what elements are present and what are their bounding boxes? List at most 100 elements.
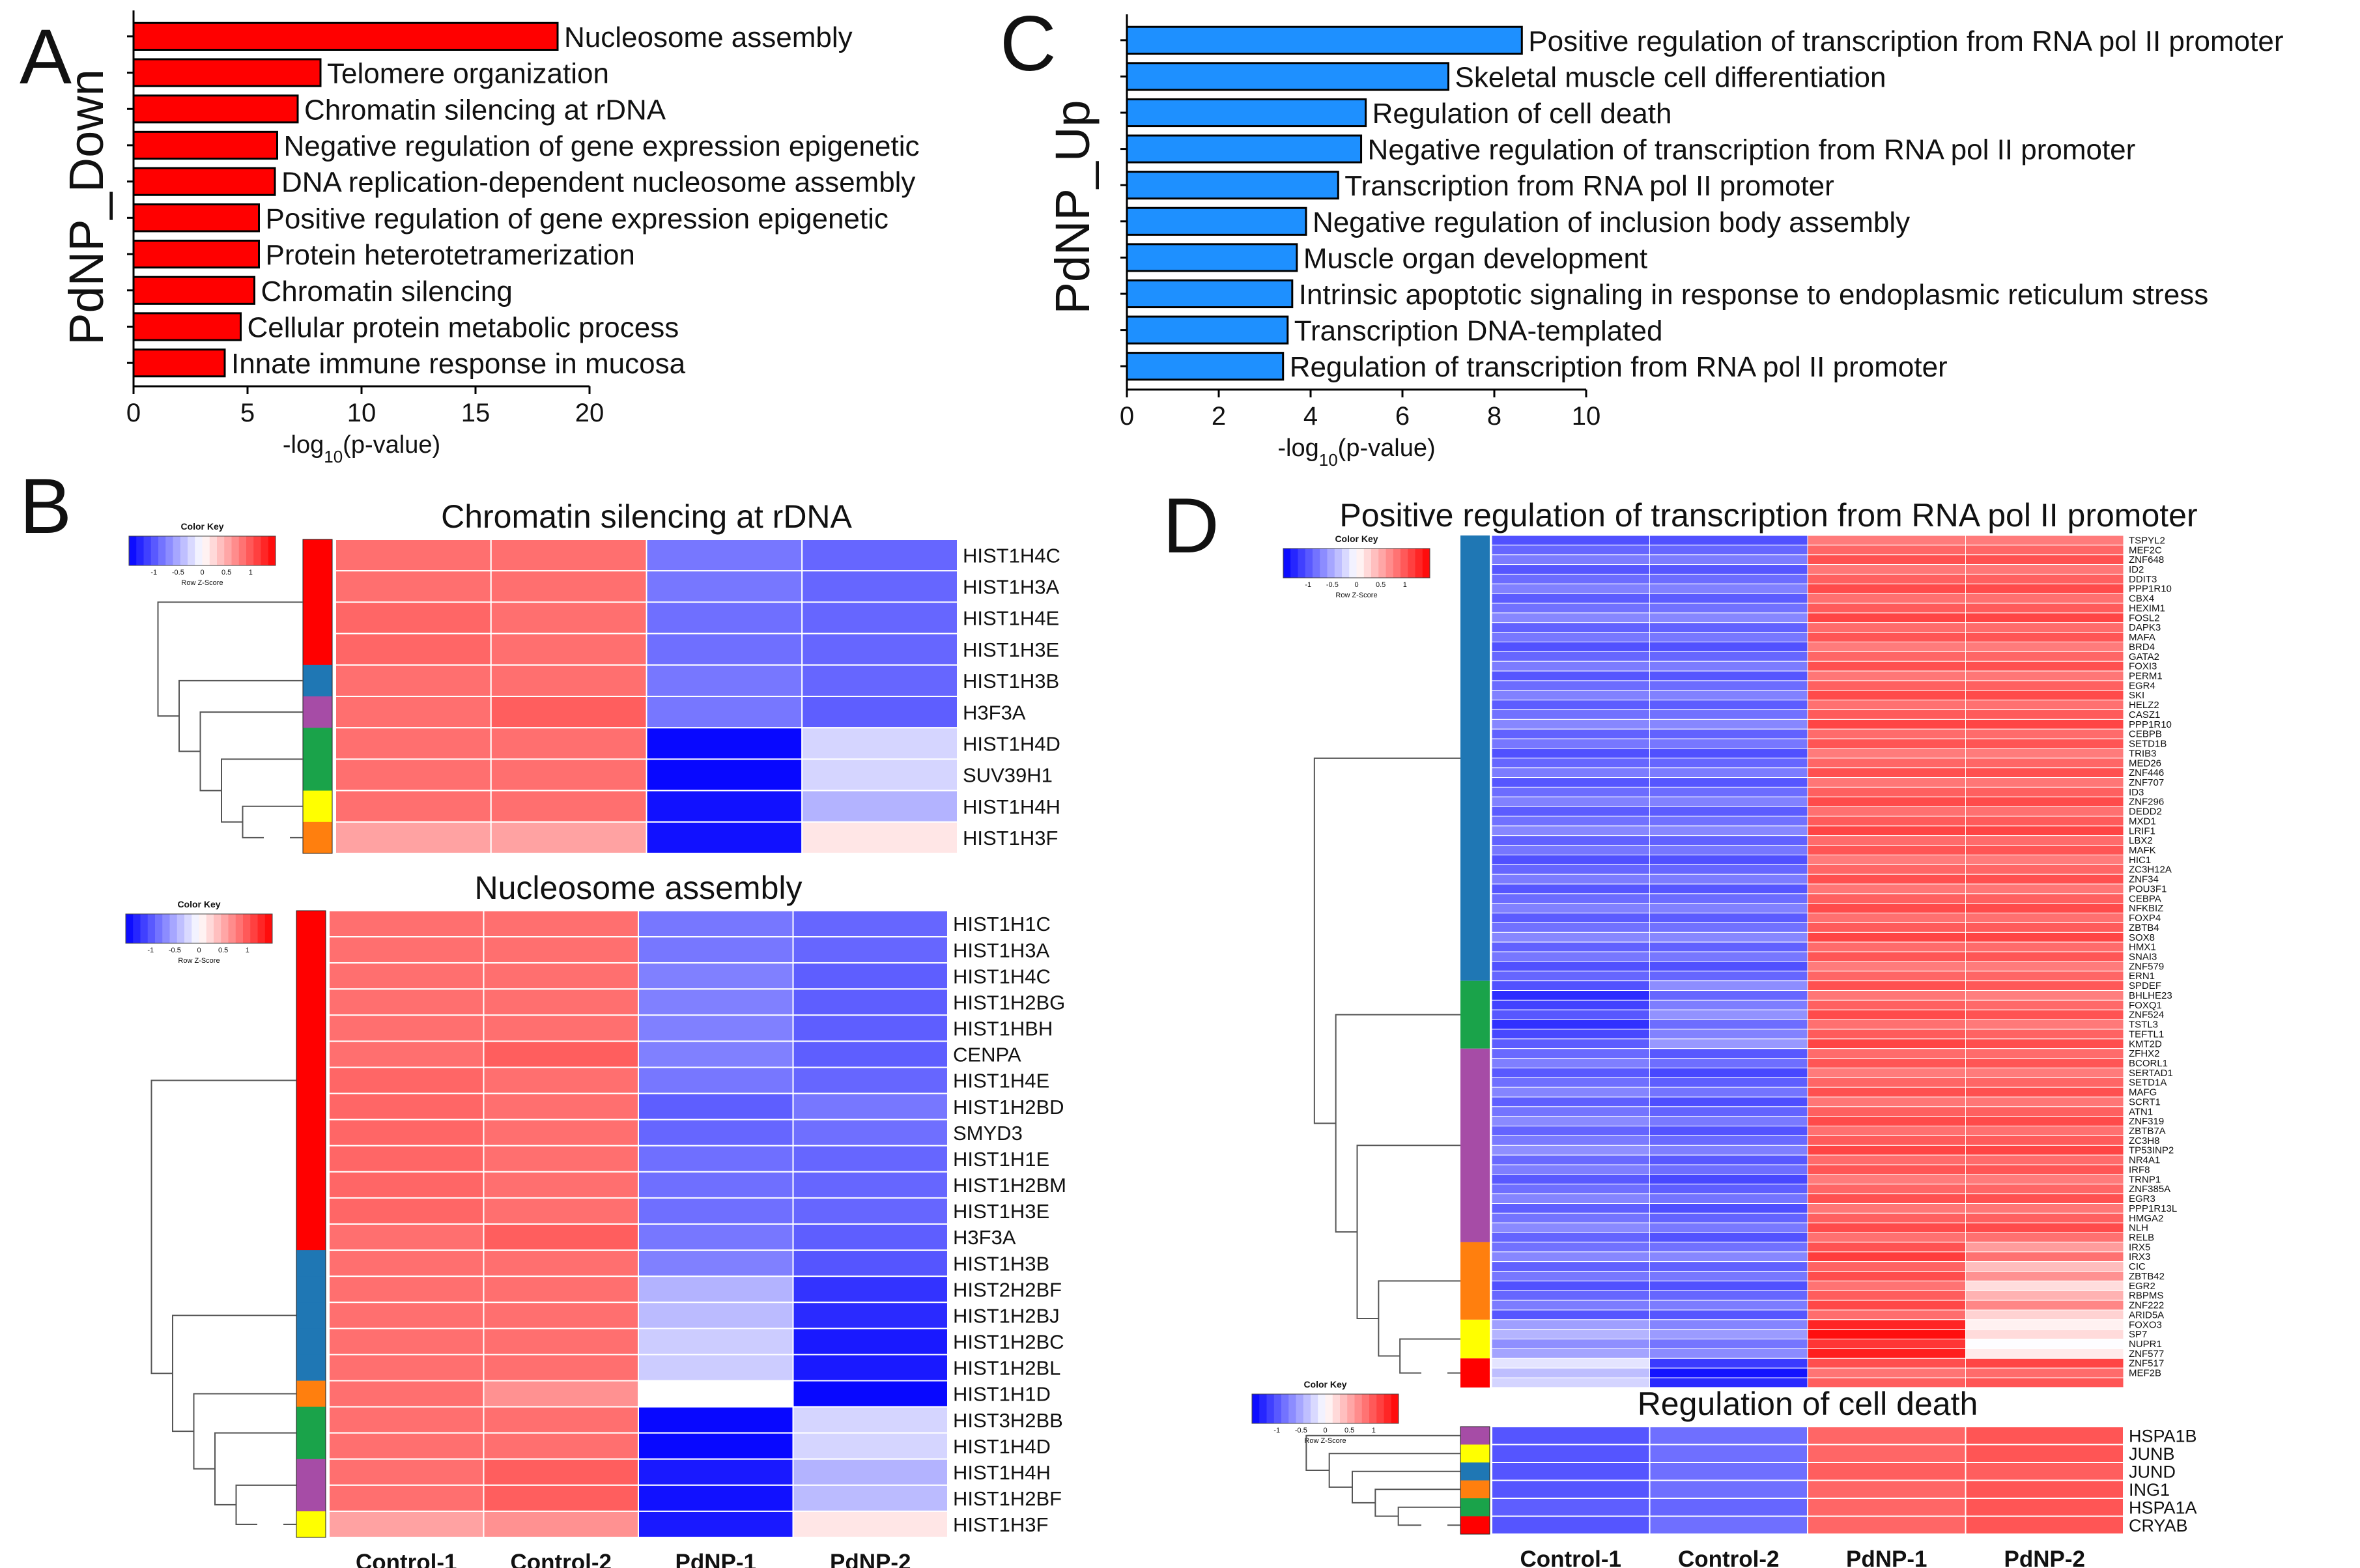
heatmap-cell [1491, 709, 1650, 720]
heatmap-cell [1807, 1203, 1966, 1214]
heatmap-cell [483, 1171, 639, 1199]
heatmap-cell [1491, 1126, 1650, 1136]
heatmap-cell [792, 1197, 948, 1225]
row-label-lbx2: LBX2 [2129, 835, 2153, 846]
heatmap-cell [1649, 1319, 1808, 1330]
row-label-trib3: TRIB3 [2129, 748, 2157, 759]
color-key-swatch [126, 914, 134, 943]
heatmap-cell [483, 1328, 639, 1356]
color-key-swatch [1305, 549, 1313, 578]
row-label-setd1a: SETD1A [2129, 1077, 2167, 1089]
heatmap-cell [1649, 913, 1808, 923]
heatmap-cell [1649, 1048, 1808, 1059]
heatmap-cell [1491, 632, 1650, 642]
row-label-hist1h2bg: HIST1H2BG [953, 991, 1065, 1014]
heatmap-cell [1491, 922, 1650, 933]
heatmap-cell [1807, 651, 1966, 662]
heatmap-cell [328, 910, 485, 938]
heatmap-cell [1491, 680, 1650, 691]
heatmap-cell [1965, 1116, 2124, 1127]
heatmap-cell [1649, 680, 1808, 691]
heatmap-cell [1649, 700, 1808, 711]
color-key-swatch [1415, 549, 1423, 578]
heatmap-cell [483, 1432, 639, 1460]
color-key-tick: 0 [1323, 1427, 1327, 1434]
color-key: Color Key -1 -0.5 0 0.5 1 Row Z-Score [125, 899, 273, 965]
cluster-bar-orange [296, 1380, 326, 1408]
heatmap-cell [1491, 913, 1650, 923]
heatmap-cell [646, 633, 803, 666]
heatmap-cell [1491, 1426, 1651, 1446]
row-label-hist1h1d: HIST1H1D [953, 1383, 1051, 1406]
row-label-hist1h4e: HIST1H4E [963, 607, 1059, 630]
row-label-hist1h4c: HIST1H4C [963, 544, 1060, 567]
heatmap-cell [335, 601, 492, 634]
color-key-label: Row Z-Score [181, 579, 223, 587]
cluster-bar-red [296, 1041, 326, 1068]
cluster-bar-orange [1460, 1242, 1490, 1320]
color-key-swatch [155, 914, 163, 943]
dendrogram [1305, 1434, 1460, 1526]
heatmap-cell [490, 758, 647, 791]
bar-dna-replication-dependent-nucleosome-assembly [132, 167, 276, 196]
heatmap-cell [1491, 573, 1650, 584]
column-label-control-1: Control-1 [1520, 1547, 1621, 1568]
heatmap-cell [1649, 719, 1808, 730]
heatmap-cell [1649, 971, 1808, 982]
row-label-ing1: ING1 [2129, 1480, 2170, 1500]
row-label-relb: RELB [2129, 1233, 2154, 1244]
color-key-swatch [1327, 549, 1335, 578]
heatmap-cell [1965, 1348, 2124, 1359]
color-key-tick: -0.5 [1326, 581, 1339, 589]
heatmap-cell [792, 1014, 948, 1042]
color-key-title: Color Key [177, 899, 220, 909]
heatmap-title: Nucleosome assembly [475, 870, 803, 906]
heatmap-cell [1649, 709, 1808, 720]
heatmap-cell [1491, 1309, 1650, 1320]
heatmap-cell [792, 1040, 948, 1068]
heatmap-cell [1491, 796, 1650, 807]
color-key-swatch [1354, 1394, 1363, 1423]
row-label-irx3: IRX3 [2129, 1251, 2150, 1262]
heatmap-cell [1491, 883, 1650, 894]
heatmap-cell [1649, 835, 1808, 846]
cluster-bar-blue [303, 664, 332, 697]
row-label-nupr1: NUPR1 [2129, 1339, 2162, 1350]
heatmap-cell [1807, 883, 1966, 894]
bar-label-transcription-from-rna-pol-ii-promoter: Transcription from RNA pol II promoter [1344, 170, 1834, 202]
heatmap-cell [1965, 767, 2124, 778]
bar-label-chromatin-silencing: Chromatin silencing [261, 276, 513, 307]
heatmap-cell [1807, 680, 1966, 691]
row-label-smyd3: SMYD3 [953, 1122, 1023, 1145]
heatmap-cell [792, 1510, 948, 1539]
cluster-bar-blue [296, 1250, 326, 1277]
heatmap-cell [1649, 728, 1808, 739]
heatmap-cell [483, 962, 639, 990]
color-key-swatch [243, 914, 251, 943]
heatmap-cell [1807, 593, 1966, 604]
heatmap-cell [1491, 603, 1650, 614]
row-label-cenpa: CENPA [953, 1044, 1021, 1066]
row-label-egr3: EGR3 [2129, 1193, 2155, 1205]
heatmap-cell [1807, 893, 1966, 904]
heatmap-cell [1649, 1174, 1808, 1185]
color-key-tick: 0.5 [1376, 581, 1386, 589]
color-key-swatch [264, 914, 273, 943]
row-label-foxq1: FOXQ1 [2129, 1000, 2162, 1011]
row-label-perm1: PERM1 [2129, 671, 2163, 682]
heatmap-cell [1807, 632, 1966, 642]
x-tick-label: 10 [1572, 402, 1601, 431]
heatmap-cell [1965, 1126, 2124, 1136]
heatmap-cell [1807, 583, 1966, 594]
heatmap-cell [328, 1171, 485, 1199]
color-key-title: Color Key [1335, 534, 1378, 544]
row-label-hist1h4h: HIST1H4H [953, 1461, 1051, 1484]
heatmap-cell [1649, 854, 1808, 865]
heatmap-cell [638, 1119, 794, 1147]
heatmap-cell [1807, 786, 1966, 797]
cluster-bar-yellow [296, 1511, 326, 1538]
cluster-bar-frame [296, 910, 326, 1538]
heatmap-cell [1965, 941, 2124, 952]
heatmap-cell [1965, 748, 2124, 759]
color-key-frame [128, 535, 276, 566]
